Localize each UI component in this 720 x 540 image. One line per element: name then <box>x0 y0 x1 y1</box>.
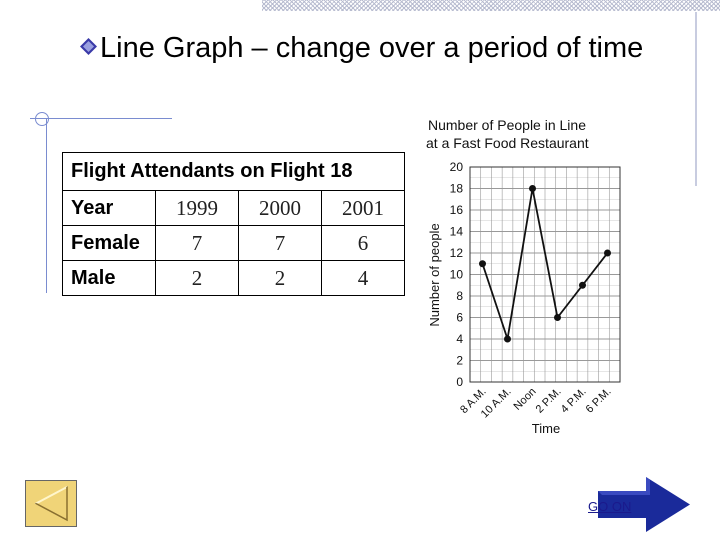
table-row-label: Female <box>62 225 156 261</box>
table-header-cell: 2001 <box>321 190 405 226</box>
table-row: Year 1999 2000 2001 <box>62 190 405 226</box>
y-tick-label: 14 <box>450 225 464 239</box>
diamond-bullet-icon <box>80 38 97 55</box>
data-point <box>604 249 611 257</box>
table-cell: 4 <box>321 260 405 296</box>
table-row: Male 2 2 4 <box>62 260 405 296</box>
slide-title: Line Graph – change over a period of tim… <box>100 32 644 64</box>
go-on-label[interactable]: GO ON <box>588 499 632 514</box>
series-line <box>481 188 609 340</box>
y-tick-label: 18 <box>450 182 464 196</box>
y-tick-label: 16 <box>450 203 464 217</box>
y-tick-label: 6 <box>456 311 463 325</box>
table-cell: 2 <box>155 260 239 296</box>
table-header-cell: 1999 <box>155 190 239 226</box>
data-point <box>529 185 536 192</box>
x-tick-label: 2 P.M. <box>534 386 564 416</box>
y-tick-label: 20 <box>450 160 464 174</box>
y-tick-label: 10 <box>450 268 464 282</box>
decorative-left-vline <box>46 118 47 293</box>
table-caption: Flight Attendants on Flight 18 <box>62 152 405 191</box>
y-axis-label: Number of people <box>427 223 442 326</box>
table-cell: 6 <box>321 225 405 261</box>
arrow-right-icon <box>598 477 690 532</box>
data-point <box>479 260 486 268</box>
plot-frame <box>469 166 621 383</box>
y-tick-label: 12 <box>450 246 464 260</box>
y-tick-label: 4 <box>456 332 463 346</box>
line-chart: Number of People in Line at a Fast Food … <box>426 117 621 436</box>
decorative-left-hline <box>30 118 172 119</box>
y-tick-label: 2 <box>456 354 463 368</box>
table-cell: 7 <box>238 225 322 261</box>
x-tick-label: 6 P.M. <box>584 386 614 416</box>
go-on-button[interactable]: GO ON <box>588 475 692 534</box>
table-row: Female 7 7 6 <box>62 225 405 261</box>
x-axis-label: Time <box>532 421 560 436</box>
data-point <box>554 314 561 321</box>
chart-title-line-1: Number of People in Line <box>428 117 586 133</box>
y-tick-label: 0 <box>456 375 463 389</box>
table-header-cell: 2000 <box>238 190 322 226</box>
data-point <box>504 335 511 343</box>
triangle-left-icon <box>34 486 68 522</box>
flight-attendants-table: Flight Attendants on Flight 18 Year 1999… <box>62 152 405 296</box>
table-cell: 2 <box>238 260 322 296</box>
decorative-top-bar <box>262 0 720 11</box>
back-button[interactable] <box>25 480 77 527</box>
table-cell: 7 <box>155 225 239 261</box>
y-tick-label: 8 <box>456 289 463 303</box>
x-tick-label: 4 P.M. <box>559 386 589 416</box>
chart-title-line-2: at a Fast Food Restaurant <box>426 135 589 151</box>
decorative-crosshair-circle <box>35 112 49 126</box>
decorative-right-line <box>695 12 697 186</box>
table-row-label: Male <box>62 260 156 296</box>
table-header-cell: Year <box>62 190 156 226</box>
data-point <box>579 281 586 289</box>
